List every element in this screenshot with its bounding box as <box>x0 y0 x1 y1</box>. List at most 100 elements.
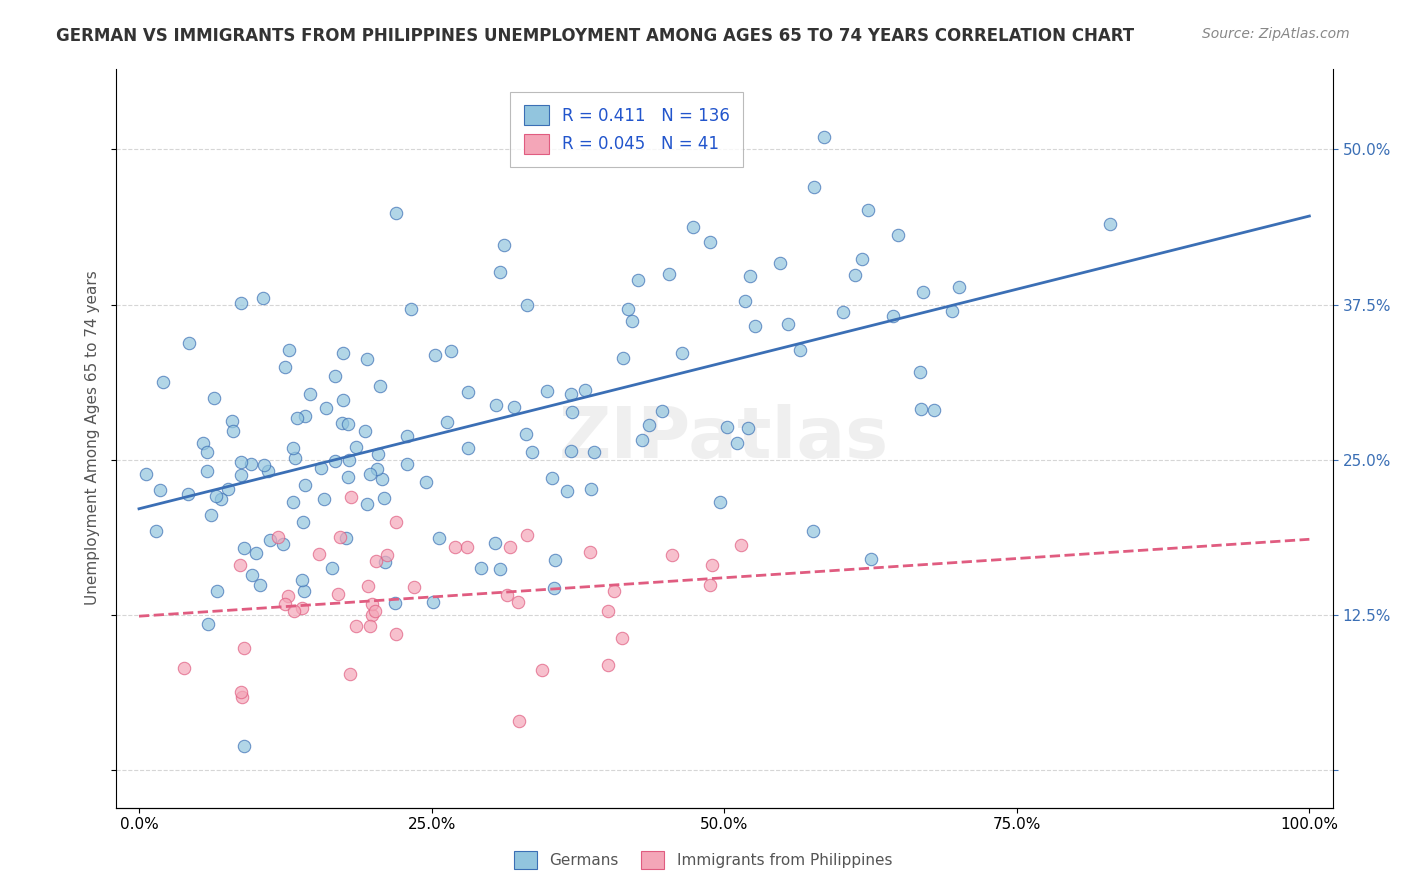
Point <box>579 483 602 497</box>
Point <box>233 640 256 655</box>
Point <box>149 483 172 497</box>
Point <box>366 554 388 568</box>
Point <box>205 489 228 503</box>
Point <box>315 401 337 415</box>
Point <box>851 252 873 266</box>
Point <box>356 497 378 511</box>
Point <box>281 494 304 508</box>
Point <box>332 393 354 408</box>
Point <box>195 464 218 478</box>
Point <box>637 418 659 433</box>
Point <box>152 375 174 389</box>
Point <box>725 435 748 450</box>
Point <box>267 530 290 544</box>
Point <box>404 580 426 594</box>
Point <box>598 604 620 618</box>
Point <box>233 739 256 753</box>
Point <box>330 416 353 430</box>
Point <box>357 579 380 593</box>
Point <box>579 545 602 559</box>
Point <box>716 420 738 434</box>
Point <box>515 427 537 442</box>
Point <box>177 336 200 351</box>
Point <box>470 560 492 574</box>
Point <box>738 269 761 284</box>
Point <box>384 627 406 641</box>
Point <box>516 528 538 542</box>
Point <box>671 346 693 360</box>
Point <box>321 561 343 575</box>
Point <box>561 405 583 419</box>
Point <box>291 573 314 587</box>
Point <box>603 584 626 599</box>
Point <box>769 255 792 269</box>
Point <box>240 568 263 582</box>
Point <box>444 540 467 554</box>
Point <box>651 403 673 417</box>
Point <box>339 452 361 467</box>
Point <box>631 434 654 448</box>
Point <box>699 577 721 591</box>
Point <box>308 547 330 561</box>
Point <box>245 545 267 559</box>
Point <box>359 619 381 633</box>
Point <box>291 515 314 529</box>
Point <box>292 584 315 599</box>
Point <box>197 616 219 631</box>
Point <box>910 401 932 416</box>
Point <box>325 369 347 384</box>
Point <box>813 129 835 144</box>
Point <box>887 228 910 243</box>
Point <box>612 351 634 366</box>
Point <box>274 598 297 612</box>
Point <box>200 508 222 522</box>
Point <box>231 685 253 699</box>
Point <box>360 607 382 622</box>
Point <box>173 661 195 675</box>
Point <box>536 384 558 399</box>
Point <box>229 455 252 469</box>
Point <box>367 447 389 461</box>
Point <box>336 417 359 431</box>
Point <box>522 445 544 459</box>
Point <box>277 589 299 603</box>
Point <box>803 179 825 194</box>
Point <box>346 440 368 454</box>
Point <box>281 441 304 455</box>
Point <box>457 441 479 455</box>
Point <box>259 533 281 547</box>
Point <box>337 470 360 484</box>
Point <box>356 351 378 366</box>
Point <box>177 487 200 501</box>
Point <box>494 238 516 252</box>
Point <box>222 424 245 438</box>
Text: ZIPatlas: ZIPatlas <box>560 403 889 473</box>
Point <box>844 268 866 283</box>
Point <box>191 436 214 450</box>
Point <box>217 482 239 496</box>
Point <box>385 206 408 220</box>
Point <box>231 690 253 704</box>
Point <box>610 631 633 645</box>
Point <box>1099 217 1122 231</box>
Point <box>195 445 218 459</box>
Point <box>912 285 935 300</box>
Point <box>145 524 167 539</box>
Text: Source: ZipAtlas.com: Source: ZipAtlas.com <box>1202 27 1350 41</box>
Point <box>323 454 346 468</box>
Point <box>314 491 336 506</box>
Point <box>202 391 225 405</box>
Point <box>456 541 478 555</box>
Point <box>485 398 508 412</box>
Point <box>374 555 396 569</box>
Point <box>366 461 388 475</box>
Point <box>544 553 567 567</box>
Point <box>422 595 444 609</box>
Point <box>344 619 367 633</box>
Point <box>506 595 529 609</box>
Point <box>231 468 253 483</box>
Point <box>252 458 274 472</box>
Point <box>730 538 752 552</box>
Point <box>221 414 243 428</box>
Point <box>922 403 945 417</box>
